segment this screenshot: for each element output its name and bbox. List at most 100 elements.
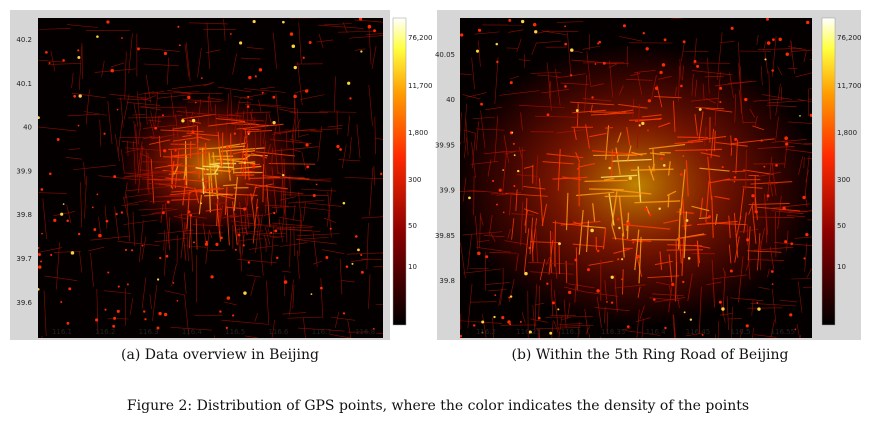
hotspot bbox=[237, 233, 241, 237]
road bbox=[140, 97, 152, 102]
x-tick-label: 116.25 bbox=[516, 328, 541, 336]
hotspot bbox=[143, 310, 146, 313]
road bbox=[171, 160, 175, 181]
road bbox=[590, 83, 605, 87]
road bbox=[38, 192, 67, 194]
road bbox=[258, 99, 262, 113]
hotspot bbox=[481, 320, 485, 324]
hotspot bbox=[137, 47, 140, 51]
road bbox=[743, 212, 747, 233]
road bbox=[42, 198, 47, 239]
road bbox=[552, 176, 588, 180]
road bbox=[66, 204, 72, 223]
colorbar-tick-label: 50 bbox=[408, 222, 417, 230]
road bbox=[368, 274, 371, 309]
road bbox=[347, 320, 352, 338]
x-tick-label: 116.5 bbox=[225, 328, 245, 336]
road bbox=[260, 86, 275, 90]
road bbox=[296, 239, 337, 245]
road bbox=[502, 150, 508, 195]
hotspot bbox=[766, 18, 769, 21]
road bbox=[222, 213, 237, 219]
road bbox=[460, 73, 472, 75]
hotspot bbox=[96, 193, 99, 196]
road bbox=[80, 182, 83, 228]
road bbox=[625, 330, 661, 336]
road bbox=[748, 259, 785, 261]
road bbox=[667, 161, 671, 176]
road bbox=[685, 160, 689, 197]
road bbox=[584, 308, 589, 335]
road bbox=[144, 91, 165, 95]
hotspot bbox=[564, 42, 568, 46]
road bbox=[490, 192, 514, 195]
hotspot bbox=[320, 286, 323, 290]
road bbox=[53, 211, 76, 217]
hotspot bbox=[156, 326, 160, 330]
road bbox=[705, 222, 747, 226]
road bbox=[263, 112, 268, 144]
road bbox=[126, 185, 174, 192]
road bbox=[586, 51, 591, 87]
hotspot bbox=[636, 254, 640, 259]
road bbox=[554, 220, 556, 267]
road bbox=[237, 230, 264, 234]
road bbox=[535, 327, 581, 330]
road bbox=[96, 289, 99, 335]
hotspot bbox=[574, 258, 578, 262]
hotspot bbox=[121, 37, 123, 39]
road bbox=[207, 97, 224, 101]
road bbox=[589, 132, 607, 138]
hotspot bbox=[519, 320, 522, 323]
road bbox=[195, 187, 224, 193]
hotspot bbox=[372, 327, 375, 330]
road bbox=[636, 72, 643, 95]
road bbox=[585, 220, 590, 253]
road bbox=[178, 212, 201, 216]
road bbox=[698, 111, 704, 141]
hotspot bbox=[551, 301, 555, 305]
hotspot bbox=[682, 155, 685, 158]
hotspot bbox=[144, 318, 147, 321]
hotspot bbox=[289, 32, 294, 36]
hotspot bbox=[112, 324, 116, 328]
road bbox=[754, 334, 777, 338]
road bbox=[691, 73, 694, 96]
road bbox=[137, 146, 144, 193]
road bbox=[676, 211, 694, 214]
road bbox=[475, 121, 479, 151]
hotspot bbox=[256, 206, 259, 209]
hotspot bbox=[477, 251, 481, 256]
road bbox=[485, 106, 503, 111]
road bbox=[287, 178, 332, 182]
road bbox=[785, 149, 812, 153]
road-network bbox=[38, 18, 383, 338]
road bbox=[752, 125, 764, 131]
hotspot bbox=[682, 40, 686, 44]
road bbox=[520, 112, 523, 131]
road bbox=[699, 197, 704, 217]
road bbox=[503, 135, 510, 163]
hotspot bbox=[805, 232, 809, 237]
road bbox=[528, 261, 574, 265]
road bbox=[38, 126, 77, 132]
panel-caption: (a) Data overview in Beijing bbox=[121, 347, 319, 363]
road bbox=[683, 211, 688, 259]
road bbox=[246, 274, 262, 278]
road bbox=[548, 76, 552, 111]
hotspot bbox=[187, 210, 191, 214]
hotspot bbox=[293, 94, 297, 99]
road bbox=[613, 248, 630, 254]
road bbox=[779, 299, 798, 303]
hotspot bbox=[181, 119, 185, 123]
road bbox=[215, 104, 217, 139]
hotspot bbox=[113, 175, 117, 179]
road bbox=[509, 75, 520, 80]
road bbox=[698, 216, 711, 220]
road bbox=[775, 116, 779, 142]
road bbox=[698, 286, 702, 334]
road bbox=[460, 242, 466, 279]
road bbox=[650, 163, 656, 174]
hotspot bbox=[174, 149, 177, 152]
hotspot bbox=[380, 172, 383, 175]
